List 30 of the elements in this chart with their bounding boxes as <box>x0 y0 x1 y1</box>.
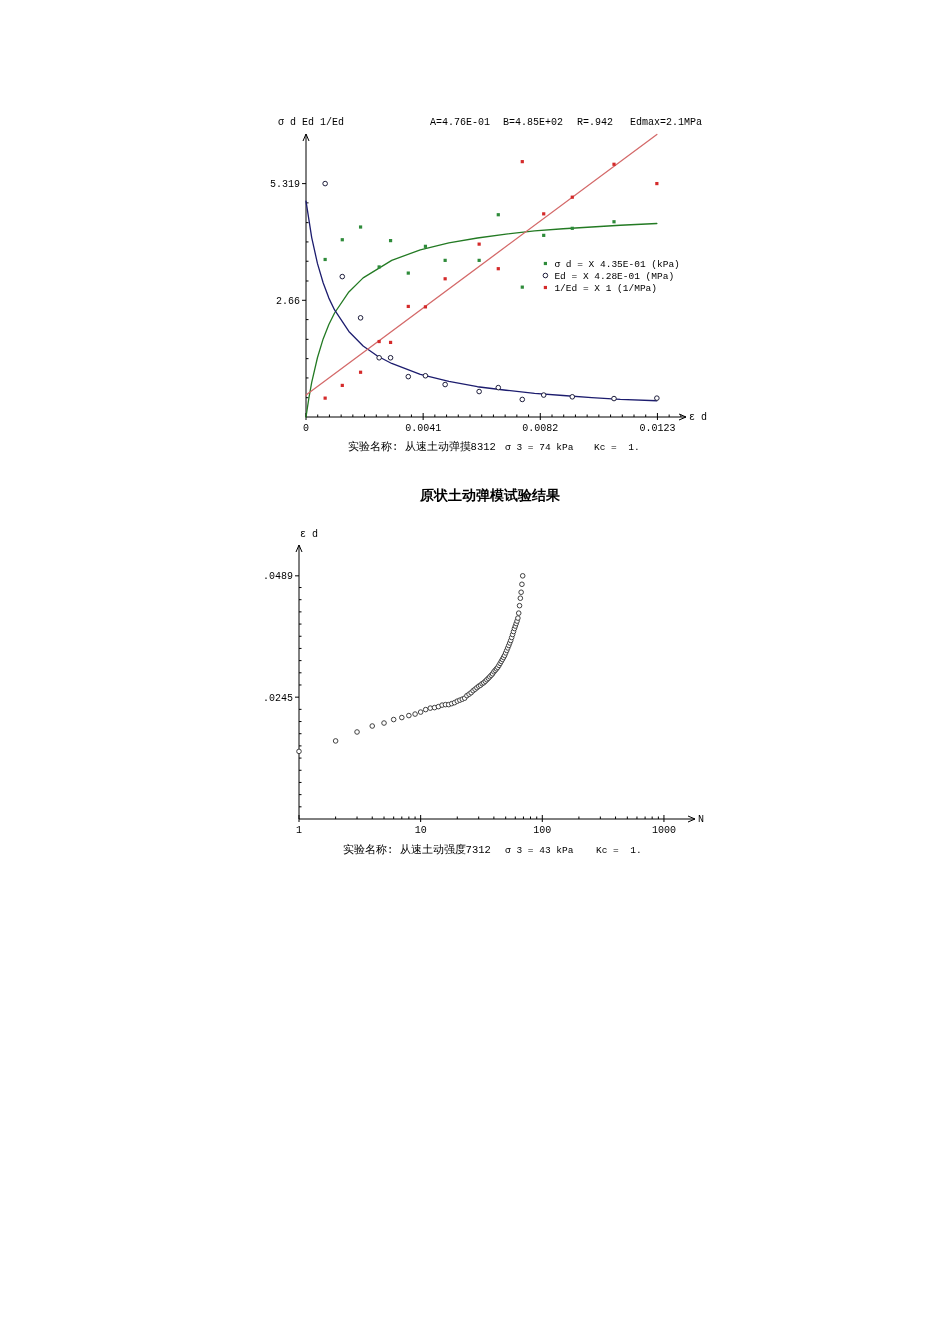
text: A=4.76E-01 <box>430 117 491 128</box>
y-tick-label: 5.319 <box>269 179 300 191</box>
y-tick-label: .0489 <box>262 571 293 583</box>
y-axis-title: σ d Ed 1/Ed <box>278 117 345 128</box>
x-axis-title: ε d <box>689 412 708 423</box>
x-axis-title: N <box>698 814 705 825</box>
x-tick-label: 10 <box>414 825 427 836</box>
y-tick-label: 2.66 <box>275 295 300 307</box>
text: 实验名称: 从速土动弹摸8312 <box>348 440 496 453</box>
text: σ 3 = 74 kPa <box>505 442 574 453</box>
text: 实验名称: 从速土动强度7312 <box>343 843 491 856</box>
y-axis-title: ε d <box>300 529 319 540</box>
x-tick-label: 0 <box>302 423 310 434</box>
x-tick-label: 1 <box>295 825 303 836</box>
legend-label: σ d = X 4.35E-01 (kPa) <box>554 259 680 270</box>
legend-label: 1/Ed = X 1 (1/MPa) <box>554 283 658 294</box>
y-tick-label: .0245 <box>262 692 293 704</box>
text: R=.942 <box>577 117 614 128</box>
text: 原状土动弹模试验结果 <box>419 487 561 503</box>
text: B=4.85E+02 <box>503 117 564 128</box>
text: Kc = 1. <box>594 442 640 453</box>
x-tick-label: 100 <box>533 825 552 836</box>
x-tick-label: 0.0123 <box>639 423 676 434</box>
x-tick-label: 0.0041 <box>405 423 442 434</box>
text: Edmax=2.1MPa <box>630 117 703 128</box>
x-tick-label: 0.0082 <box>522 423 559 434</box>
legend-label: Ed = X 4.28E-01 (MPa) <box>554 271 675 282</box>
x-tick-label: 1000 <box>651 825 676 836</box>
text: Kc = 1. <box>596 845 642 856</box>
text: σ 3 = 43 kPa <box>505 845 574 856</box>
